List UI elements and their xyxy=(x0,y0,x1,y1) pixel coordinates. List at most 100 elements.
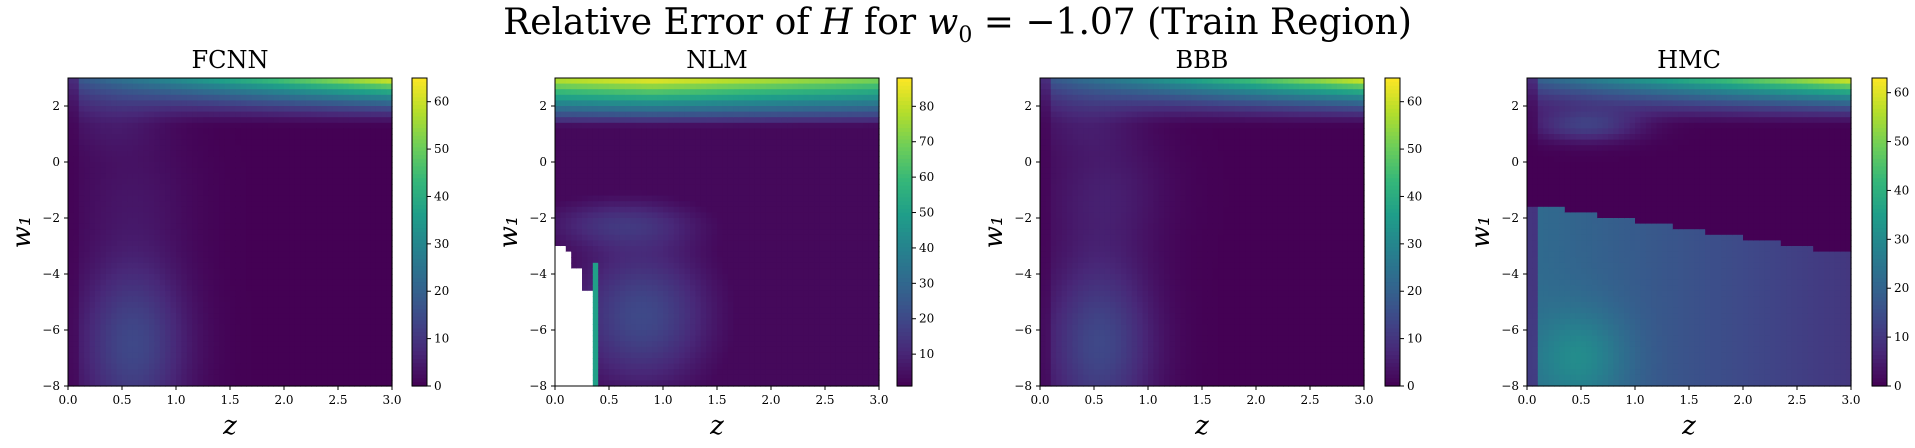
heatmap-cell xyxy=(370,330,377,337)
heatmap-cell xyxy=(192,369,199,376)
heatmap-cell xyxy=(257,89,263,96)
heatmap-cell xyxy=(663,335,669,342)
heatmap-cell xyxy=(582,106,588,113)
heatmap-cell xyxy=(386,274,393,281)
heatmap-cell xyxy=(186,190,193,197)
heatmap-cell xyxy=(338,234,344,241)
heatmap-cell xyxy=(338,335,344,342)
heatmap-cell xyxy=(197,178,204,185)
heatmap-cell xyxy=(370,117,377,124)
heatmap-cell xyxy=(348,223,355,230)
heatmap-cell xyxy=(73,94,80,101)
heatmap-cell xyxy=(127,234,134,241)
heatmap-cell xyxy=(197,167,204,174)
heatmap-cell xyxy=(95,122,101,129)
heatmap-cell xyxy=(641,246,648,253)
heatmap-cell xyxy=(122,128,128,135)
heatmap-cell xyxy=(159,162,166,169)
heatmap-cell xyxy=(219,100,226,107)
heatmap-cell xyxy=(111,145,118,152)
heatmap-cell xyxy=(213,302,220,309)
heatmap-cell xyxy=(267,106,274,113)
heatmap-cell xyxy=(89,313,96,320)
heatmap-cell xyxy=(695,78,702,85)
heatmap-cell xyxy=(251,223,258,230)
heatmap-cell xyxy=(343,78,350,85)
heatmap-cell xyxy=(224,195,231,202)
heatmap-cell xyxy=(684,335,691,342)
heatmap-cell xyxy=(636,195,642,202)
heatmap-cell xyxy=(614,346,621,353)
heatmap-cell xyxy=(89,94,96,101)
heatmap-cell xyxy=(571,234,578,241)
heatmap-cell xyxy=(95,380,101,387)
heatmap-cell xyxy=(122,218,128,225)
heatmap-cell xyxy=(305,229,312,236)
heatmap-cell xyxy=(625,290,632,297)
heatmap-cell xyxy=(251,380,258,387)
heatmap-cell xyxy=(170,156,177,163)
heatmap-cell xyxy=(359,290,366,297)
heatmap-cell xyxy=(278,106,285,113)
heatmap-cell xyxy=(657,117,664,124)
heatmap-cell xyxy=(316,134,323,141)
heatmap-cell xyxy=(316,229,323,236)
heatmap-cell xyxy=(154,307,161,314)
heatmap-cell xyxy=(641,240,648,247)
heatmap-cell xyxy=(646,251,653,258)
heatmap-cell xyxy=(386,190,393,197)
heatmap-cell xyxy=(213,268,220,275)
heatmap-cell xyxy=(354,117,361,124)
heatmap-cell xyxy=(695,234,702,241)
heatmap-cell xyxy=(192,100,199,107)
heatmap-cell xyxy=(235,212,242,219)
heatmap-cell xyxy=(100,190,107,197)
heatmap-cell xyxy=(213,201,220,208)
heatmap-cell xyxy=(78,374,85,381)
heatmap-cell xyxy=(235,78,242,85)
heatmap-cell xyxy=(267,206,274,213)
heatmap-cell xyxy=(684,274,691,281)
heatmap-cell xyxy=(159,229,166,236)
heatmap-cell xyxy=(657,313,664,320)
heatmap-cell xyxy=(619,358,626,365)
heatmap-cell xyxy=(78,206,85,213)
heatmap-cell xyxy=(89,162,96,169)
colorbar-segment xyxy=(412,320,427,325)
heatmap-cell xyxy=(652,78,659,85)
heatmap-cell xyxy=(321,324,328,331)
heatmap-cell xyxy=(636,234,642,241)
heatmap-cell xyxy=(657,302,664,309)
heatmap-cell xyxy=(598,190,605,197)
heatmap-cell xyxy=(555,83,561,90)
heatmap-cell xyxy=(305,380,312,387)
heatmap-cell xyxy=(619,335,626,342)
heatmap-cell xyxy=(181,257,188,264)
heatmap-cell xyxy=(354,229,361,236)
heatmap-cell xyxy=(105,234,112,241)
heatmap-cell xyxy=(284,156,290,163)
heatmap-cell xyxy=(305,162,312,169)
heatmap-cell xyxy=(181,352,188,359)
heatmap-cell xyxy=(213,167,220,174)
heatmap-cell xyxy=(375,134,382,141)
heatmap-cell xyxy=(181,246,188,253)
heatmap-cell xyxy=(284,352,290,359)
heatmap-cell xyxy=(679,223,686,230)
heatmap-cell xyxy=(273,274,280,281)
heatmap-cell xyxy=(143,240,150,247)
heatmap-cell xyxy=(327,363,334,370)
heatmap-cell xyxy=(587,358,594,365)
heatmap-cell xyxy=(262,358,269,365)
heatmap-cell xyxy=(370,251,377,258)
heatmap-cell xyxy=(159,262,166,269)
heatmap-cell xyxy=(192,78,199,85)
heatmap-cell xyxy=(386,223,393,230)
heatmap-cell xyxy=(592,78,599,85)
heatmap-cell xyxy=(625,380,632,387)
heatmap-cell xyxy=(235,117,242,124)
heatmap-cell xyxy=(159,223,166,230)
heatmap-cell xyxy=(657,184,664,191)
heatmap-cell xyxy=(679,257,686,264)
heatmap-cell xyxy=(657,128,664,135)
